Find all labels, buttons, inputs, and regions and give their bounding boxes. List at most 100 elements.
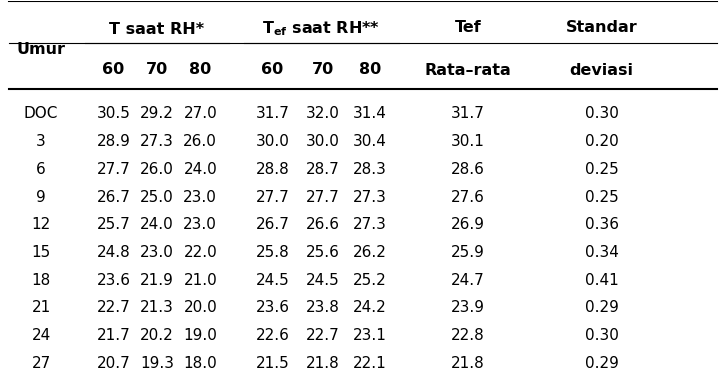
Text: 19.3: 19.3 [140, 356, 174, 368]
Text: 23.8: 23.8 [306, 301, 340, 315]
Text: 21.7: 21.7 [97, 328, 131, 343]
Text: 60: 60 [102, 62, 125, 77]
Text: 27.0: 27.0 [184, 106, 217, 121]
Text: 12: 12 [31, 217, 51, 232]
Text: 9: 9 [36, 190, 46, 205]
Text: 18: 18 [31, 273, 51, 288]
Text: 6: 6 [36, 162, 46, 177]
Text: Tef: Tef [454, 20, 481, 35]
Text: 0.30: 0.30 [584, 106, 619, 121]
Text: 26.0: 26.0 [184, 134, 217, 149]
Text: 23.6: 23.6 [256, 301, 290, 315]
Text: 23.0: 23.0 [184, 217, 217, 232]
Text: 24: 24 [31, 328, 51, 343]
Text: 22.7: 22.7 [97, 301, 131, 315]
Text: 30.0: 30.0 [306, 134, 340, 149]
Text: 60: 60 [261, 62, 284, 77]
Text: 21.5: 21.5 [256, 356, 290, 368]
Text: 0.25: 0.25 [584, 162, 619, 177]
Text: 24.5: 24.5 [256, 273, 290, 288]
Text: 26.6: 26.6 [306, 217, 340, 232]
Text: DOC: DOC [24, 106, 58, 121]
Text: 26.0: 26.0 [140, 162, 174, 177]
Text: 0.20: 0.20 [584, 134, 619, 149]
Text: 24.8: 24.8 [97, 245, 131, 260]
Text: 31.4: 31.4 [354, 106, 387, 121]
Text: 23.6: 23.6 [97, 273, 131, 288]
Text: 25.2: 25.2 [354, 273, 387, 288]
Text: 31.7: 31.7 [256, 106, 290, 121]
Text: 27.3: 27.3 [354, 190, 387, 205]
Text: 0.29: 0.29 [584, 301, 619, 315]
Text: 26.7: 26.7 [256, 217, 290, 232]
Text: T saat RH*: T saat RH* [110, 22, 205, 37]
Text: 24.5: 24.5 [306, 273, 340, 288]
Text: 24.2: 24.2 [354, 301, 387, 315]
Text: 20.7: 20.7 [97, 356, 131, 368]
Text: $\mathbf{T_{ef}}$ saat RH**: $\mathbf{T_{ef}}$ saat RH** [262, 20, 380, 39]
Text: 27.7: 27.7 [97, 162, 131, 177]
Text: 19.0: 19.0 [184, 328, 217, 343]
Text: 0.25: 0.25 [584, 190, 619, 205]
Text: 27: 27 [31, 356, 51, 368]
Text: 28.7: 28.7 [306, 162, 340, 177]
Text: 27.3: 27.3 [140, 134, 174, 149]
Text: Standar: Standar [566, 20, 637, 35]
Text: 30.4: 30.4 [354, 134, 387, 149]
Text: deviasi: deviasi [570, 63, 634, 78]
Text: 21.8: 21.8 [306, 356, 340, 368]
Text: 0.34: 0.34 [584, 245, 619, 260]
Text: 27.7: 27.7 [256, 190, 290, 205]
Text: 30.5: 30.5 [97, 106, 131, 121]
Text: 27.3: 27.3 [354, 217, 387, 232]
Text: 25.8: 25.8 [256, 245, 290, 260]
Text: 18.0: 18.0 [184, 356, 217, 368]
Text: 0.41: 0.41 [584, 273, 619, 288]
Text: 24.0: 24.0 [184, 162, 217, 177]
Text: 30.0: 30.0 [256, 134, 290, 149]
Text: 26.9: 26.9 [451, 217, 485, 232]
Text: 31.7: 31.7 [451, 106, 485, 121]
Text: 32.0: 32.0 [306, 106, 340, 121]
Text: 23.1: 23.1 [354, 328, 387, 343]
Text: 22.6: 22.6 [256, 328, 290, 343]
Text: 80: 80 [359, 62, 381, 77]
Text: 24.0: 24.0 [140, 217, 174, 232]
Text: 28.8: 28.8 [256, 162, 290, 177]
Text: 22.8: 22.8 [451, 328, 485, 343]
Text: 3: 3 [36, 134, 46, 149]
Text: Rata–rata: Rata–rata [425, 63, 511, 78]
Text: 27.7: 27.7 [306, 190, 340, 205]
Text: 0.30: 0.30 [584, 328, 619, 343]
Text: 0.29: 0.29 [584, 356, 619, 368]
Text: 70: 70 [312, 62, 335, 77]
Text: 21.8: 21.8 [451, 356, 485, 368]
Text: 70: 70 [146, 62, 168, 77]
Text: 24.7: 24.7 [451, 273, 485, 288]
Text: 28.3: 28.3 [354, 162, 387, 177]
Text: 25.6: 25.6 [306, 245, 340, 260]
Text: 80: 80 [189, 62, 211, 77]
Text: 21.9: 21.9 [140, 273, 174, 288]
Text: 28.6: 28.6 [451, 162, 485, 177]
Text: 22.7: 22.7 [306, 328, 340, 343]
Text: 27.6: 27.6 [451, 190, 485, 205]
Text: 30.1: 30.1 [451, 134, 485, 149]
Text: 29.2: 29.2 [140, 106, 174, 121]
Text: 22.0: 22.0 [184, 245, 217, 260]
Text: Umur: Umur [17, 42, 65, 57]
Text: 20.2: 20.2 [140, 328, 174, 343]
Text: 26.2: 26.2 [354, 245, 387, 260]
Text: 25.7: 25.7 [97, 217, 131, 232]
Text: 23.0: 23.0 [184, 190, 217, 205]
Text: 0.36: 0.36 [584, 217, 619, 232]
Text: 28.9: 28.9 [97, 134, 131, 149]
Text: 22.1: 22.1 [354, 356, 387, 368]
Text: 21.0: 21.0 [184, 273, 217, 288]
Text: 23.9: 23.9 [451, 301, 485, 315]
Text: 23.0: 23.0 [140, 245, 174, 260]
Text: 15: 15 [31, 245, 51, 260]
Text: 20.0: 20.0 [184, 301, 217, 315]
Text: 26.7: 26.7 [97, 190, 131, 205]
Text: 25.9: 25.9 [451, 245, 485, 260]
